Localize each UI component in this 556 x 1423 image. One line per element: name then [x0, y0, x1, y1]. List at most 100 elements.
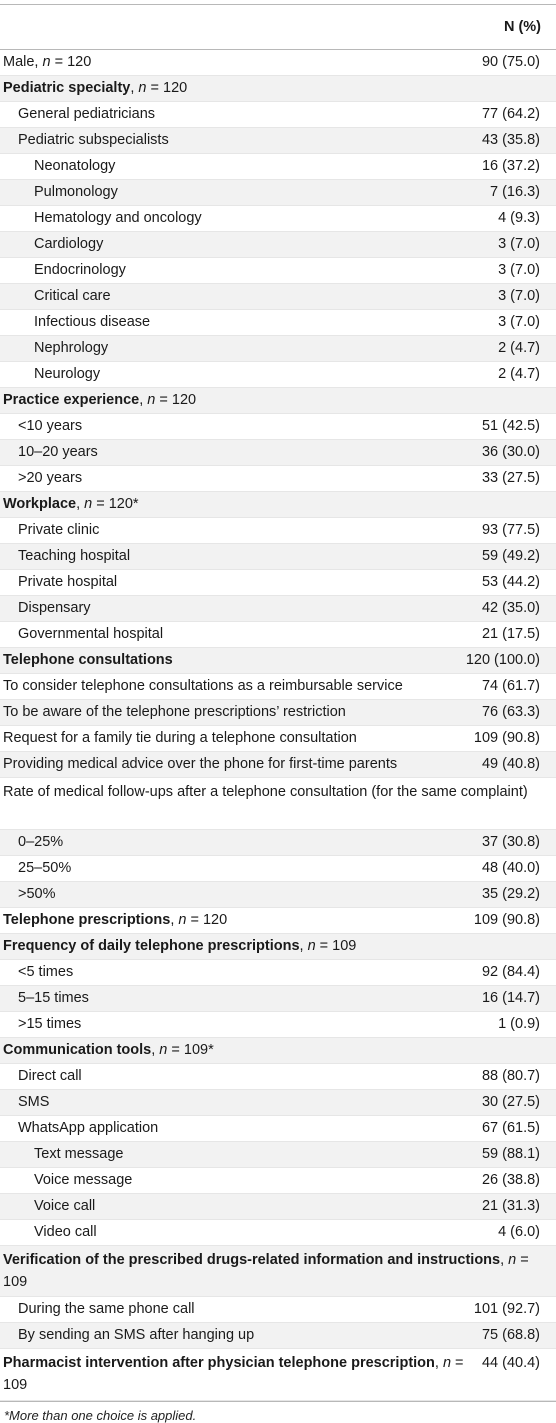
table-row: Teaching hospital 59 (49.2)	[0, 544, 556, 570]
row-label: Private clinic	[0, 518, 482, 543]
row-label-text: Endocrinology	[34, 262, 126, 278]
separator: ,	[76, 496, 85, 512]
table-row: <5 times 92 (84.4)	[0, 959, 556, 986]
row-label-text: >20 years	[18, 470, 83, 486]
row-label: During the same phone call	[0, 1297, 474, 1322]
row-label-text: Telephone consultations	[3, 652, 173, 668]
row-label: 25–50%	[0, 856, 482, 881]
table-row: >50% 35 (29.2)	[0, 881, 556, 908]
row-value: 59 (88.1)	[481, 1145, 540, 1162]
row-label-text: Cardiology	[34, 236, 104, 252]
row-label: General pediatricians	[0, 102, 482, 127]
row-label-text: 10–20 years	[18, 444, 98, 460]
table-row: Request for a family tie during a teleph…	[0, 726, 556, 752]
row-label: Video call	[0, 1220, 498, 1245]
row-label-text: Text message	[34, 1145, 124, 1162]
row-value: 2 (4.7)	[498, 340, 540, 356]
row-label: Governmental hospital	[0, 622, 482, 647]
separator: ,	[130, 80, 139, 96]
row-label-text: Neurology	[34, 366, 101, 382]
table-row: Pulmonology 7 (16.3)	[0, 180, 556, 206]
row-label: Hematology and oncology	[0, 206, 498, 231]
row-value: 109 (90.8)	[473, 730, 540, 746]
row-label: Frequency of daily telephone prescriptio…	[0, 934, 540, 959]
table-bottom-rule	[0, 1401, 556, 1403]
table-row: Text message 59 (88.1)	[0, 1141, 556, 1168]
row-label: To be aware of the telephone prescriptio…	[0, 700, 482, 725]
row-label: 0–25%	[0, 830, 482, 855]
sample-size-symbol: n	[307, 937, 316, 954]
table-row: Male, n = 120 90 (75.0)	[0, 50, 556, 76]
row-value	[540, 778, 556, 781]
row-value: 101 (92.7)	[473, 1301, 540, 1318]
table-row: Endocrinology 3 (7.0)	[0, 258, 556, 284]
row-label: >50%	[0, 882, 482, 907]
table-row: Providing medical advice over the phone …	[0, 752, 556, 778]
row-value: 1 (0.9)	[498, 1015, 540, 1032]
row-label: Voice message	[0, 1168, 482, 1193]
row-label: To consider telephone consultations as a…	[0, 674, 482, 699]
row-label: Critical care	[0, 284, 498, 309]
row-value: 26 (38.8)	[481, 1171, 540, 1188]
row-label-text: By sending an SMS after hanging up	[18, 1327, 255, 1344]
row-label: Endocrinology	[0, 258, 498, 283]
row-label: Request for a family tie during a teleph…	[0, 726, 474, 751]
table-row: By sending an SMS after hanging up 75 (68…	[0, 1323, 556, 1350]
row-label-text: SMS	[18, 1093, 50, 1110]
sample-size-symbol: n	[159, 1041, 168, 1058]
table-row: Voice message 26 (38.8)	[0, 1167, 556, 1194]
table-row: 0–25% 37 (30.8)	[0, 829, 556, 856]
row-value: 76 (63.3)	[481, 704, 540, 720]
data-table: N (%) Male, n = 120 90 (75.0) Pediatric sp…	[0, 4, 556, 1423]
row-value: 37 (30.8)	[481, 833, 540, 850]
table-row: Video call 4 (6.0)	[0, 1219, 556, 1246]
sample-size-symbol: n	[178, 911, 187, 928]
row-value: 74 (61.7)	[481, 678, 540, 694]
sample-size-symbol: n	[138, 80, 147, 96]
row-label: Voice call	[0, 1194, 482, 1219]
sample-size-symbol: n	[508, 1251, 517, 1268]
row-value: 35 (29.2)	[481, 885, 540, 902]
row-label: Cardiology	[0, 232, 498, 257]
table-row: During the same phone call 101 (92.7)	[0, 1297, 556, 1324]
row-label-text: WhatsApp application	[18, 1119, 159, 1136]
table-body: Male, n = 120 90 (75.0) Pediatric specialt…	[0, 50, 556, 1402]
table-row: Workplace, n = 120*	[0, 492, 556, 518]
row-label: Direct call	[0, 1064, 482, 1089]
row-value: 90 (75.0)	[481, 54, 540, 70]
row-label-text: Request for a family tie during a teleph…	[3, 730, 357, 746]
sample-size-value: = 120	[186, 911, 228, 928]
row-label-text: Private clinic	[18, 522, 100, 538]
row-value: 44 (40.4)	[481, 1355, 540, 1372]
sample-size-value: = 120	[50, 54, 92, 70]
row-label-text: Practice experience	[3, 392, 140, 408]
row-value: 30 (27.5)	[481, 1093, 540, 1110]
row-label-text: Rate of medical follow-ups after a telep…	[3, 784, 528, 800]
table-row: Private clinic 93 (77.5)	[0, 518, 556, 544]
table-row: Telephone prescriptions, n = 120 109 (90.…	[0, 907, 556, 934]
row-label-text: Voice call	[34, 1197, 96, 1214]
separator: ,	[434, 1355, 443, 1372]
row-value: 2 (4.7)	[498, 366, 540, 382]
row-value: 109 (90.8)	[473, 911, 540, 928]
table-row: Pediatric specialty, n = 120	[0, 76, 556, 102]
row-label: Male, n = 120	[0, 50, 482, 75]
table-footnote: *More than one choice is applied.	[4, 1408, 197, 1423]
row-label-text: Critical care	[34, 288, 111, 304]
table-row: To consider telephone consultations as a…	[0, 674, 556, 700]
table-row: Infectious disease 3 (7.0)	[0, 310, 556, 336]
sample-size-value: = 120	[155, 392, 197, 408]
table-row: Communication tools, n = 109*	[0, 1037, 556, 1064]
row-label: Pediatric specialty, n = 120	[0, 76, 540, 101]
table-row: Verification of the prescribed drugs-rel…	[0, 1245, 556, 1298]
table-row: General pediatricians 77 (64.2)	[0, 102, 556, 128]
row-label-text: Nephrology	[34, 340, 109, 356]
row-label: Pharmacist intervention after physician …	[0, 1349, 482, 1396]
row-value: 3 (7.0)	[498, 236, 540, 252]
table-row: Practice experience, n = 120	[0, 388, 556, 414]
row-value: 75 (68.8)	[481, 1327, 540, 1344]
table-row: Neonatology 16 (37.2)	[0, 154, 556, 180]
row-label: Providing medical advice over the phone …	[0, 752, 482, 777]
sample-size-symbol: n	[147, 392, 156, 408]
table-row: Pediatric subspecialists 43 (35.8)	[0, 128, 556, 154]
